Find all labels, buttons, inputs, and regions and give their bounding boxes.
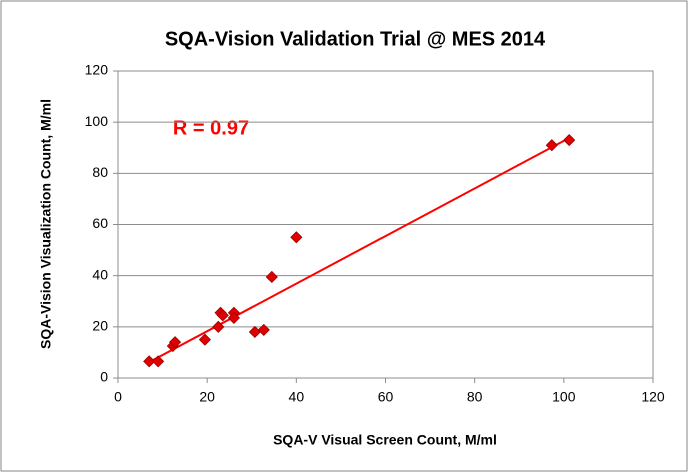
y-axis-title: SQA-Vision Visualization Count, M/ml [38,99,54,349]
data-point [212,320,225,333]
chart-title: SQA-Vision Validation Trial @ MES 2014 [165,28,546,50]
y-tick-label: 20 [92,318,108,334]
plot-area [117,70,654,379]
y-tick-label: 40 [92,266,108,282]
data-point [216,309,229,322]
y-tick-label: 80 [92,164,108,180]
data-point [227,311,240,324]
data-point [265,270,278,284]
x-tick-label: 20 [199,389,215,405]
data-point [545,139,558,152]
x-tick-label: 40 [289,389,305,405]
y-tick-label: 0 [100,369,108,385]
x-tick-label: 80 [467,389,483,405]
annotation: R = 0.97 [173,117,249,139]
x-tick-label: 0 [114,389,122,405]
y-tick-label: 60 [92,215,108,231]
x-tick-label: 100 [552,389,576,405]
x-tick-label: 120 [641,389,665,405]
data-point [198,333,212,346]
x-axis-title: SQA-V Visual Screen Count, M/ml [273,432,497,448]
data-point [152,355,165,368]
data-point [257,323,270,336]
data-point [290,231,303,244]
y-tick-label: 120 [85,62,109,78]
data-point [169,336,182,349]
data-point [563,134,576,147]
data-point [143,355,156,368]
x-tick-label: 60 [378,389,394,405]
y-tick-label: 100 [85,113,109,129]
